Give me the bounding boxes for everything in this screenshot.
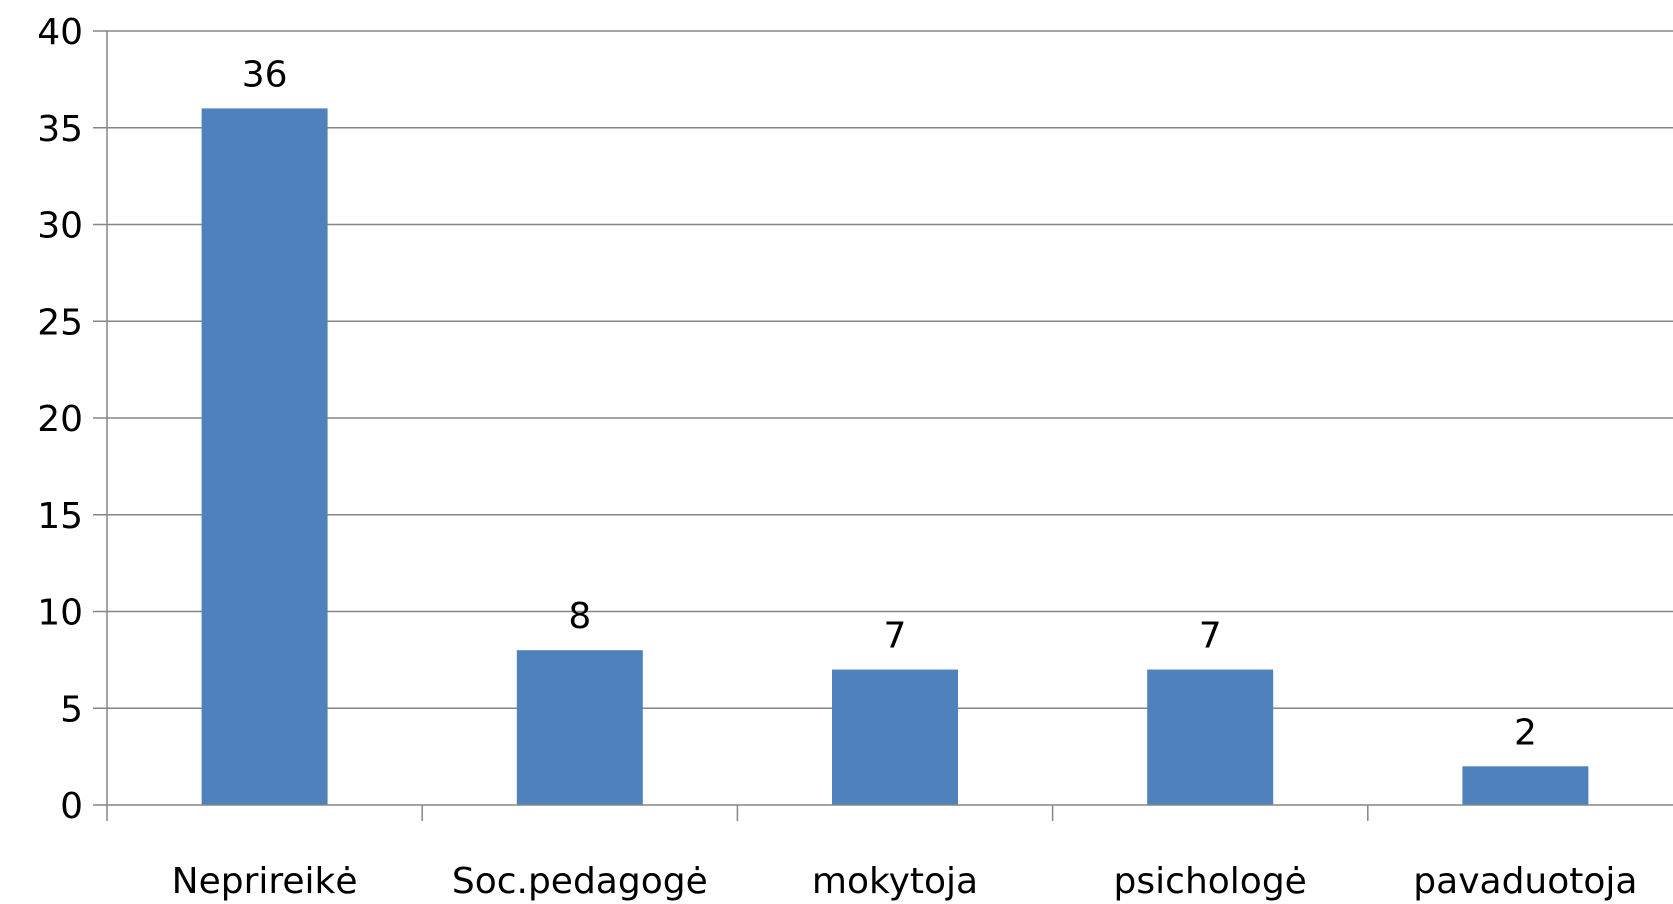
x-tick-label: Soc.pedagogė: [452, 861, 708, 902]
x-tick-label: psichologė: [1114, 861, 1307, 902]
data-label: 7: [884, 616, 907, 657]
bar-3: [1147, 669, 1274, 805]
data-label: 36: [242, 54, 288, 95]
axes: [93, 30, 1673, 821]
y-tick-label: 10: [37, 593, 83, 634]
y-tick-label: 15: [37, 496, 83, 537]
y-tick-label: 35: [37, 109, 83, 150]
y-tick-label: 40: [37, 12, 83, 53]
bar-4: [1462, 766, 1589, 805]
x-tick-label: mokytoja: [812, 861, 978, 902]
bar-0: [201, 108, 328, 805]
data-label: 7: [1199, 616, 1222, 657]
x-tick-label: Neprireikė: [172, 861, 358, 902]
bars: [201, 108, 1589, 805]
y-tick-label: 0: [60, 786, 83, 827]
bar-2: [832, 669, 958, 805]
x-tick-label: pavaduotoja: [1413, 861, 1637, 902]
data-label: 8: [568, 596, 591, 637]
data-label: 2: [1514, 712, 1537, 753]
labels: 0 5 10 15 20 25 30 35 40 36 Neprireikė 8 Soc.pedagog…: [37, 12, 1637, 902]
gridlines: [107, 30, 1673, 709]
bar-1: [516, 650, 643, 805]
y-tick-label: 20: [37, 399, 83, 440]
y-tick-label: 5: [60, 689, 83, 730]
y-tick-label: 30: [37, 206, 83, 247]
y-tick-label: 25: [37, 302, 83, 343]
